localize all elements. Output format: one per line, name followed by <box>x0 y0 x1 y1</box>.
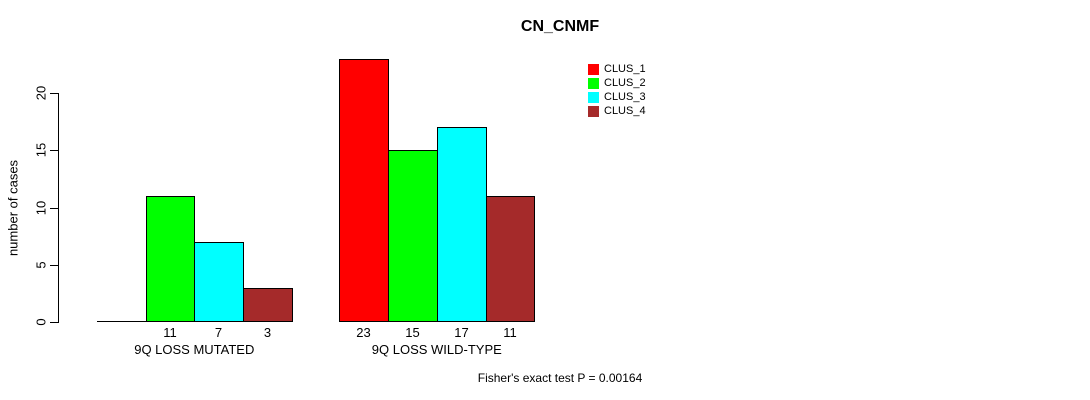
legend-item: CLUS_4 <box>588 104 646 118</box>
bar-clus_1 <box>339 59 389 322</box>
category-label: 9Q LOSS WILD-TYPE <box>371 342 502 357</box>
legend-swatch-icon <box>588 105 599 117</box>
legend-swatch-icon <box>588 77 599 89</box>
y-axis-tick <box>50 93 58 94</box>
y-tick-label: 10 <box>33 200 49 216</box>
annotation-fisher-test: Fisher's exact test P = 0.00164 <box>477 371 643 385</box>
bar-clus_3 <box>437 127 487 322</box>
y-tick-label: 15 <box>33 142 49 158</box>
category-label: 9Q LOSS MUTATED <box>134 342 255 357</box>
chart-title: CN_CNMF <box>520 18 600 35</box>
bar-clus_4 <box>486 196 535 322</box>
bar-value-label: 17 <box>454 325 469 340</box>
y-axis-tick <box>50 322 58 323</box>
legend-label: CLUS_2 <box>604 77 646 89</box>
y-tick-label: 5 <box>33 261 49 269</box>
y-axis-tick <box>50 208 58 209</box>
bar-clus_2 <box>146 196 195 322</box>
bar-value-label: 11 <box>503 325 517 340</box>
legend-label: CLUS_4 <box>604 105 646 117</box>
bar-clus_3 <box>194 242 244 322</box>
y-axis-tick <box>50 265 58 266</box>
bar-value-label: 7 <box>214 325 223 340</box>
legend-swatch-icon <box>588 63 599 75</box>
bar-clus_2 <box>388 150 438 322</box>
legend-label: CLUS_3 <box>604 91 646 103</box>
legend-item: CLUS_2 <box>588 76 646 90</box>
y-tick-label: 0 <box>33 318 49 326</box>
legend-item: CLUS_3 <box>588 90 646 104</box>
legend-swatch-icon <box>588 91 599 103</box>
zero-bar-line <box>97 321 147 322</box>
bar-value-label: 15 <box>405 325 420 340</box>
legend-item: CLUS_1 <box>588 62 646 76</box>
bar-value-label: 23 <box>356 325 371 340</box>
bar-value-label: 11 <box>163 325 177 340</box>
y-axis-line <box>58 93 59 323</box>
legend-label: CLUS_1 <box>604 63 646 75</box>
y-tick-label: 20 <box>33 85 49 101</box>
bar-clus_4 <box>243 288 293 322</box>
legend: CLUS_1 CLUS_2 CLUS_3 CLUS_4 <box>588 62 646 118</box>
bar-value-label: 3 <box>263 325 272 340</box>
y-axis-tick <box>50 150 58 151</box>
